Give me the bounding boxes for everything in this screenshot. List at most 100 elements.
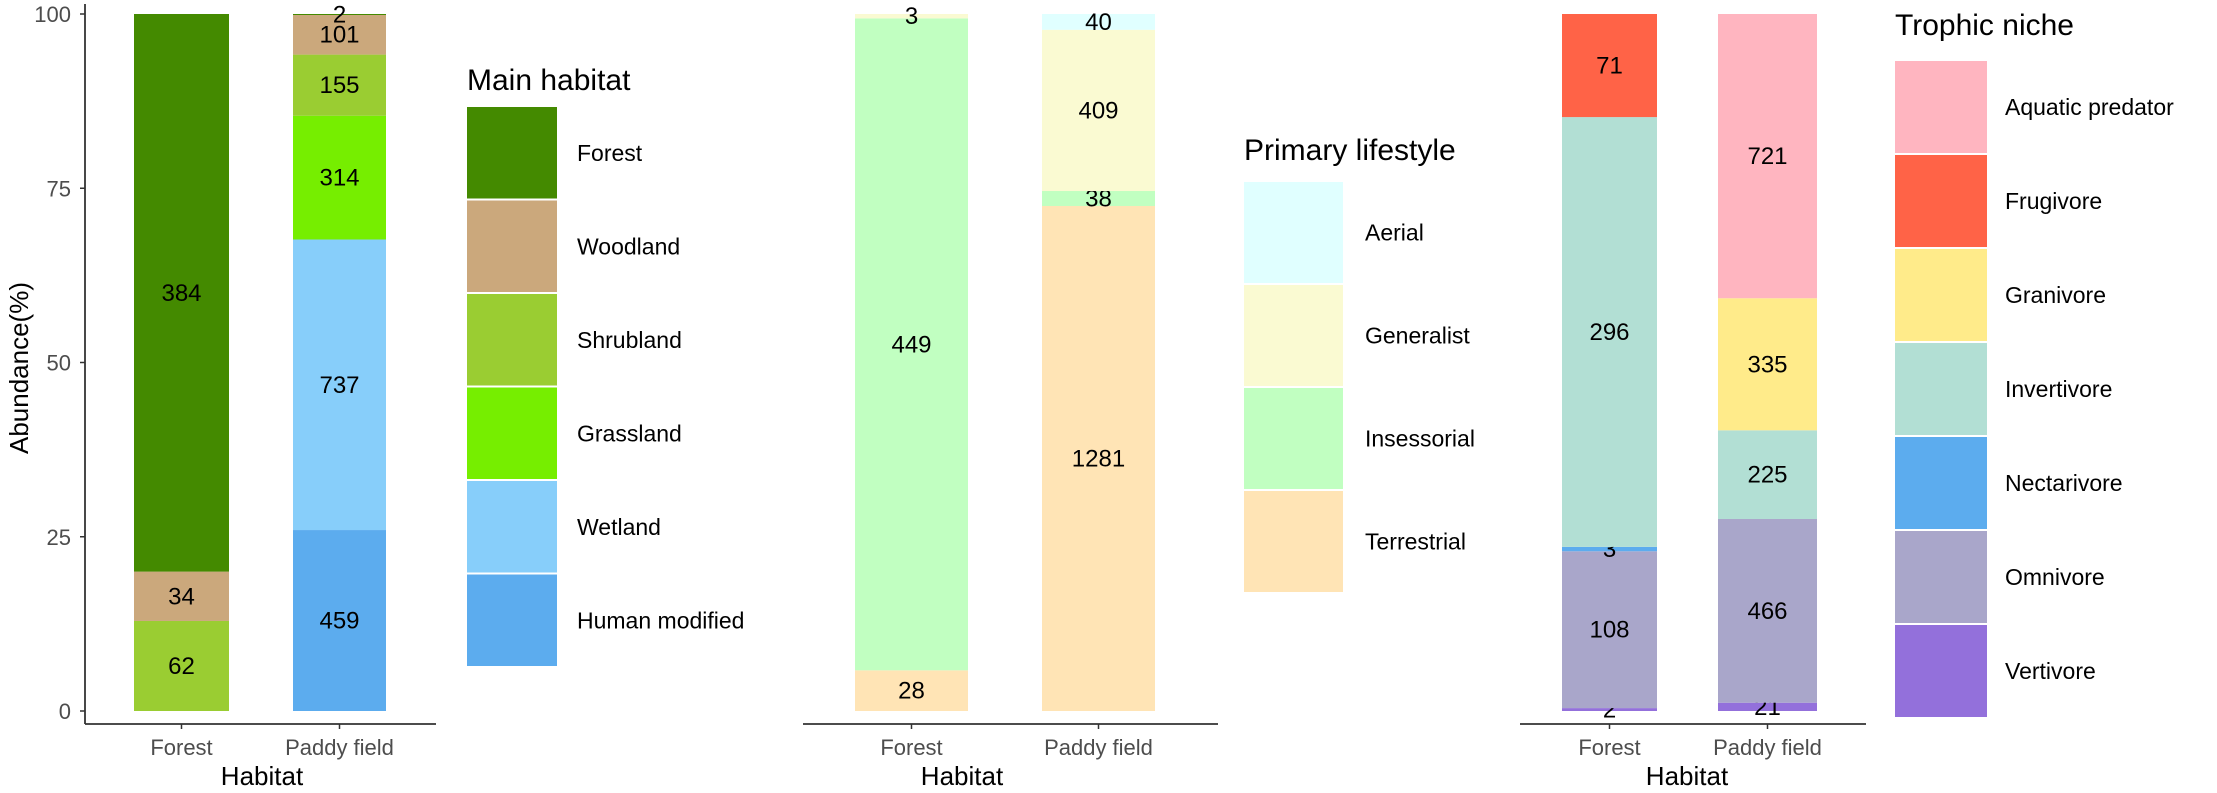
bar-segment: [293, 14, 386, 15]
legend-key: [1895, 531, 1987, 623]
data-label: 384: [161, 280, 201, 307]
legend-key: [1244, 182, 1343, 283]
legend-key: [467, 107, 557, 199]
legend-label: Generalist: [1365, 323, 1470, 349]
legend-key: [1895, 343, 1987, 435]
data-label: 225: [1747, 462, 1787, 489]
data-label: 101: [319, 22, 359, 49]
legend-key: [467, 574, 557, 666]
legend-title: Trophic niche: [1895, 9, 2074, 42]
legend-label: Human modified: [577, 607, 744, 633]
x-tick-label: Paddy field: [1713, 735, 1822, 760]
legend-title: Main habitat: [467, 64, 631, 97]
bar-segment: [293, 54, 386, 116]
bar-segment: [855, 670, 968, 711]
x-axis-title: Habitat: [1646, 761, 1729, 791]
legend-key: [1244, 388, 1343, 489]
bar-segment: [1562, 14, 1657, 118]
bar-segment: [1718, 702, 1817, 711]
y-tick-label: 25: [47, 525, 71, 550]
legend-label: Insessorial: [1365, 426, 1475, 452]
legend-key: [467, 294, 557, 386]
legend: Trophic niche Aquatic predator Frugivore Gr…: [1895, 9, 2174, 717]
bar-segment: [134, 14, 229, 572]
bar-segment: [1042, 14, 1155, 30]
bar-segment: [1718, 430, 1817, 520]
legend-key: [1895, 625, 1987, 717]
legend-label: Forest: [577, 140, 643, 166]
bar-segment: [855, 14, 968, 19]
legend: Primary lifestyle Aerial Generalist Insesso…: [1244, 134, 1475, 592]
legend-key: [467, 481, 557, 573]
legend-key: [1895, 61, 1987, 153]
data-label: 108: [1589, 617, 1629, 644]
data-label: 28: [898, 678, 925, 705]
legend-label: Invertivore: [2005, 376, 2112, 402]
data-label: 314: [319, 165, 359, 192]
legend-label: Granivore: [2005, 282, 2106, 308]
legend-label: Omnivore: [2005, 564, 2105, 590]
legend-label: Aquatic predator: [2005, 94, 2174, 120]
legend-title: Primary lifestyle: [1244, 134, 1456, 167]
x-tick-label: Forest: [880, 735, 942, 760]
data-label: 2: [333, 1, 346, 28]
legend-label: Terrestrial: [1365, 529, 1466, 555]
legend-label: Shrubland: [577, 327, 682, 353]
bar-segment: [1718, 298, 1817, 431]
y-tick-label: 0: [59, 699, 71, 724]
x-axis-title: Habitat: [221, 761, 304, 791]
x-tick-label: Forest: [1578, 735, 1640, 760]
legend-key: [467, 387, 557, 479]
data-label: 40: [1085, 9, 1112, 36]
bar-segment: [293, 14, 386, 55]
legend-key: [467, 200, 557, 292]
legend-key: [1244, 285, 1343, 386]
bar-segment: [1562, 551, 1657, 709]
legend-label: Wetland: [577, 514, 661, 540]
x-axis-title: Habitat: [921, 761, 1004, 791]
data-label: 449: [891, 331, 931, 358]
data-label: 34: [168, 583, 195, 610]
legend-label: Nectarivore: [2005, 470, 2123, 496]
legend-label: Woodland: [577, 233, 680, 259]
bar-segment: [1042, 29, 1155, 192]
bar-segment: [1718, 519, 1817, 703]
data-label: 71: [1596, 53, 1623, 80]
data-label: 466: [1747, 598, 1787, 625]
bar-segment: [134, 620, 229, 711]
data-label: 335: [1747, 351, 1787, 378]
data-label: 1281: [1072, 445, 1125, 472]
data-label: 296: [1589, 319, 1629, 346]
legend-key: [1244, 491, 1343, 592]
bar-segment: [1718, 14, 1817, 299]
legend-key: [1895, 155, 1987, 247]
bar-segment: [1562, 117, 1657, 547]
data-label: 155: [319, 72, 359, 99]
x-tick-label: Paddy field: [1044, 735, 1153, 760]
bar-segment: [1042, 191, 1155, 206]
legend-label: Grassland: [577, 420, 682, 446]
x-tick-label: Forest: [150, 735, 212, 760]
bar-segment: [293, 239, 386, 531]
legend-key: [1895, 437, 1987, 529]
y-axis-title: Abundance(%): [4, 282, 34, 454]
data-label: 459: [319, 608, 359, 635]
legend-label: Vertivore: [2005, 658, 2096, 684]
data-label: 737: [319, 372, 359, 399]
legend-label: Frugivore: [2005, 188, 2102, 214]
bar-segment: [293, 115, 386, 240]
data-label: 409: [1078, 97, 1118, 124]
y-tick-label: 75: [47, 176, 71, 201]
bar-segment: [1042, 205, 1155, 711]
y-tick-label: 50: [47, 351, 71, 376]
data-label: 721: [1747, 143, 1787, 170]
y-tick-label: 100: [34, 2, 71, 27]
legend-key: [1895, 249, 1987, 341]
x-tick-label: Paddy field: [285, 735, 394, 760]
bar-segment: [293, 530, 386, 711]
data-label: 62: [168, 653, 195, 680]
